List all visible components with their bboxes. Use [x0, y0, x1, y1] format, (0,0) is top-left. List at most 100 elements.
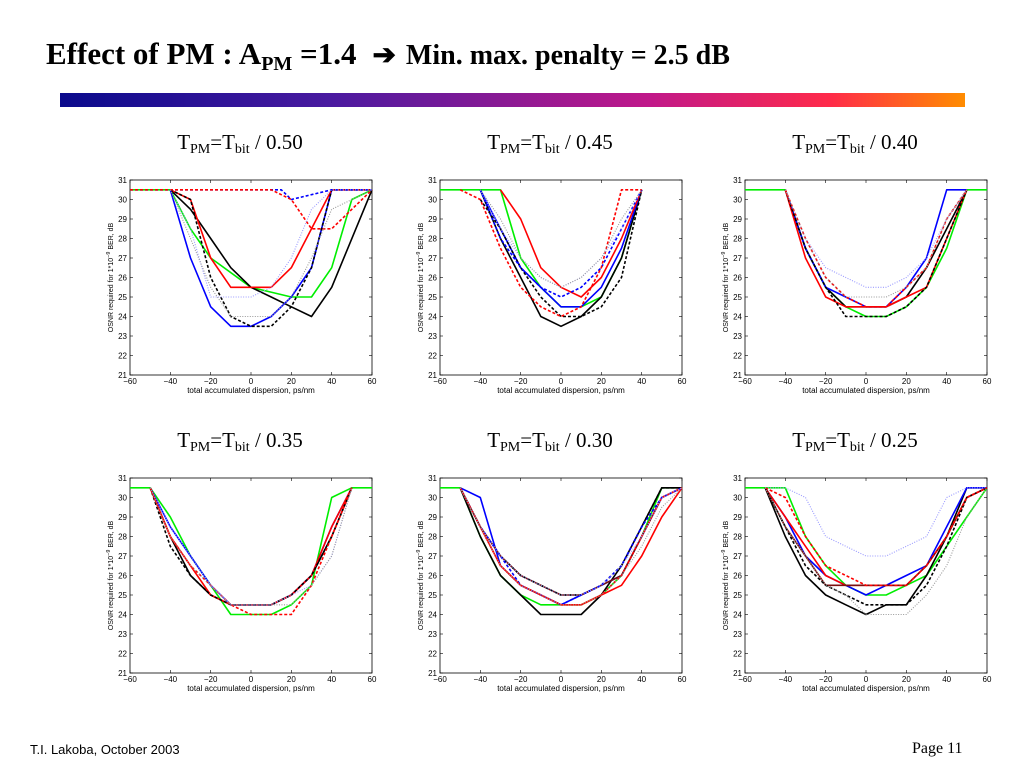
y-tick-label: 28	[428, 235, 437, 244]
series-line	[499, 189, 643, 298]
y-tick-label: 27	[428, 552, 437, 561]
y-tick-label: 23	[118, 630, 127, 639]
y-tick-label: 28	[118, 235, 127, 244]
x-tick-label: 40	[637, 675, 646, 684]
x-tick-label: 0	[559, 377, 564, 386]
chart-panel-050: TPM=Tbit / 0.50 −60 −40 −20 0 20 40 60 21 22 23 24…	[106, 130, 400, 430]
y-tick-label: 22	[428, 352, 437, 361]
y-tick-label: 27	[118, 254, 127, 263]
page-title: Effect of PM : APM =1.4 ➔ Min. max. penalt…	[46, 38, 730, 74]
x-axis-label: total accumulated dispersion, ps/nm	[802, 386, 930, 395]
y-tick-label: 25	[428, 293, 437, 302]
y-tick-label: 27	[118, 552, 127, 561]
x-tick-label: 20	[597, 377, 606, 386]
series-line	[169, 189, 373, 318]
y-tick-label: 23	[733, 630, 742, 639]
y-tick-label: 23	[428, 332, 437, 341]
chart-title: TPM=Tbit / 0.50	[177, 130, 303, 157]
y-tick-label: 22	[733, 650, 742, 659]
y-tick-label: 21	[733, 371, 742, 380]
y-axis-label: OSNR required for 1*10−9 BER, dB	[416, 520, 425, 630]
x-tick-label: 60	[678, 377, 687, 386]
plot-area	[439, 477, 683, 674]
x-tick-label: 20	[902, 377, 911, 386]
chart-panel-030: TPM=Tbit / 0.30 −60 −40 −20 0 20 40 60 21 22 23 24…	[416, 428, 710, 728]
y-tick-label: 31	[733, 176, 742, 185]
y-tick-label: 24	[118, 313, 127, 322]
chart-title: TPM=Tbit / 0.35	[177, 428, 303, 455]
x-tick-label: 20	[902, 675, 911, 684]
y-tick-label: 31	[733, 474, 742, 483]
y-tick-label: 30	[428, 196, 437, 205]
y-tick-label: 29	[118, 513, 127, 522]
x-tick-label: −60	[123, 377, 137, 386]
y-tick-label: 26	[428, 572, 437, 581]
y-tick-label: 23	[428, 630, 437, 639]
y-tick-label: 25	[118, 293, 127, 302]
osnr-chart: −60 −40 −20 0 20 40 60 21 22 23 24 25 26 27 28 29 30 31 to…	[416, 176, 687, 395]
y-tick-label: 21	[428, 669, 437, 678]
y-tick-label: 25	[733, 591, 742, 600]
y-axis-label: OSNR required for 1*10−9 BER, dB	[106, 222, 115, 332]
osnr-chart: −60 −40 −20 0 20 40 60 21 22 23 24 25 26 27 28 29 30 31 to…	[106, 176, 377, 395]
y-tick-label: 21	[733, 669, 742, 678]
chart-panel-040: TPM=Tbit / 0.40 −60 −40 −20 0 20 40 60 21 22 23 24…	[721, 130, 1015, 430]
series-line	[479, 189, 643, 288]
y-tick-label: 27	[733, 254, 742, 263]
chart-title: TPM=Tbit / 0.45	[487, 130, 613, 157]
x-tick-label: 40	[942, 675, 951, 684]
series-line	[459, 487, 683, 596]
y-tick-label: 28	[733, 235, 742, 244]
y-tick-label: 25	[733, 293, 742, 302]
y-axis-label: OSNR required for 1*10−9 BER, dB	[721, 222, 730, 332]
y-tick-label: 31	[118, 474, 127, 483]
plot-area	[744, 179, 988, 376]
osnr-chart: −60 −40 −20 0 20 40 60 21 22 23 24 25 26 27 28 29 30 31 to…	[721, 176, 992, 395]
y-tick-label: 21	[428, 371, 437, 380]
x-tick-label: −60	[123, 675, 137, 684]
y-tick-label: 31	[428, 474, 437, 483]
x-tick-label: 60	[983, 675, 992, 684]
series-line	[784, 189, 968, 318]
x-tick-label: −20	[204, 675, 218, 684]
series-line	[459, 486, 682, 596]
y-tick-label: 24	[733, 611, 742, 620]
y-tick-label: 26	[733, 572, 742, 581]
series-line	[130, 188, 373, 230]
x-tick-label: 40	[327, 675, 336, 684]
y-tick-label: 27	[428, 254, 437, 263]
x-tick-label: 20	[597, 675, 606, 684]
series-line	[169, 189, 372, 298]
y-tick-label: 24	[428, 313, 437, 322]
x-tick-label: 0	[864, 377, 869, 386]
chart-title: TPM=Tbit / 0.25	[792, 428, 918, 455]
chart-panel-025: TPM=Tbit / 0.25 −60 −40 −20 0 20 40 60 21 22 23 24…	[721, 428, 1015, 728]
title-text-2: =1.4	[292, 36, 357, 71]
x-axis-label: total accumulated dispersion, ps/nm	[802, 684, 930, 693]
x-tick-label: −20	[819, 377, 833, 386]
series-line	[479, 189, 643, 328]
y-tick-label: 29	[428, 513, 437, 522]
y-tick-label: 31	[428, 176, 437, 185]
series-line	[459, 188, 642, 318]
y-tick-label: 21	[118, 669, 127, 678]
y-tick-label: 24	[733, 313, 742, 322]
series-line	[764, 486, 987, 596]
y-tick-label: 30	[733, 494, 742, 503]
series-line	[169, 189, 373, 318]
x-tick-label: 20	[287, 377, 296, 386]
y-tick-label: 28	[118, 533, 127, 542]
series-line	[784, 189, 968, 308]
chart-title: TPM=Tbit / 0.40	[792, 130, 918, 157]
series-line	[149, 487, 353, 616]
page-number: Page 11	[912, 740, 963, 757]
x-tick-label: 60	[368, 377, 377, 386]
y-axis-label: OSNR required for 1*10−9 BER, dB	[416, 222, 425, 332]
plot-area	[439, 179, 683, 376]
x-tick-label: −40	[164, 377, 178, 386]
series-line	[479, 189, 643, 318]
y-tick-label: 30	[118, 494, 127, 503]
x-tick-label: −40	[164, 675, 178, 684]
chart-title: TPM=Tbit / 0.30	[487, 428, 613, 455]
chart-panel-035: TPM=Tbit / 0.35 −60 −40 −20 0 20 40 60 21 22 23 24…	[106, 428, 400, 728]
